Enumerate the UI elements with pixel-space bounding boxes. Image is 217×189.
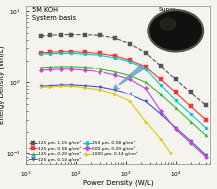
- Legend: 125 μm, 1.15 g/cm³, 125 μm, 0.58 g/cm³, 125 μm, 0.29 g/cm³, 125 μm, 0.14 g/cm³, : 125 μm, 1.15 g/cm³, 125 μm, 0.58 g/cm³, …: [28, 140, 138, 162]
- Text: 5M KOH
System basis: 5M KOH System basis: [32, 7, 76, 21]
- Circle shape: [148, 10, 203, 51]
- Y-axis label: Energy Density (Wh/L): Energy Density (Wh/L): [0, 46, 5, 124]
- X-axis label: Power Density (W/L): Power Density (W/L): [83, 180, 154, 187]
- Text: Super-
compressive
3D graphene
electrode: Super- compressive 3D graphene electrode: [159, 7, 197, 30]
- Text: 8x compression: 8x compression: [91, 64, 135, 100]
- Circle shape: [160, 19, 176, 30]
